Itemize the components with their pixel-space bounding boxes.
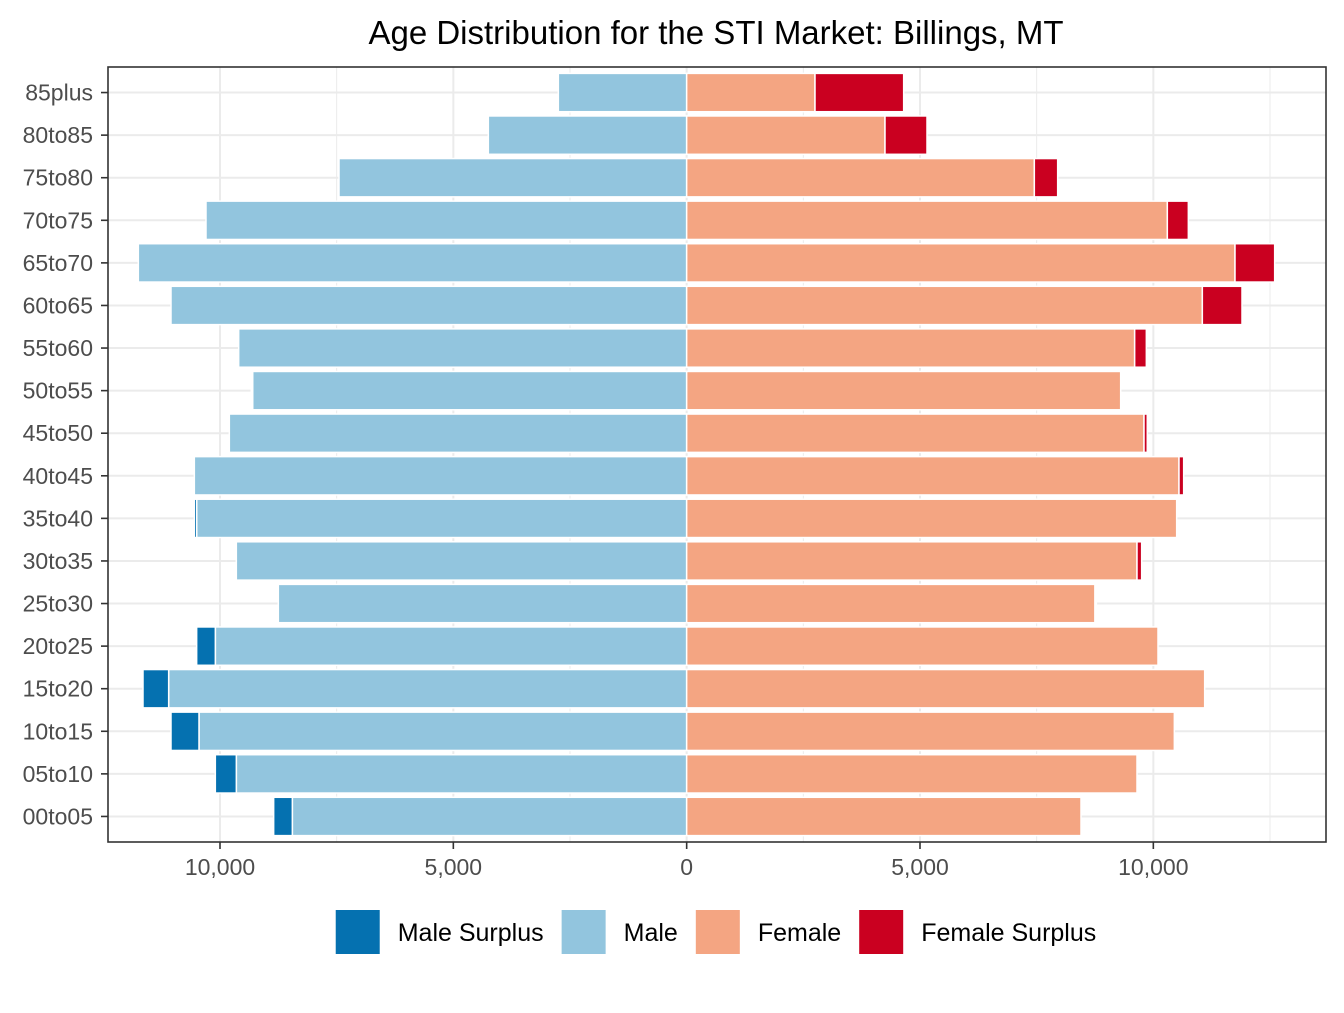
legend-label-female: Female xyxy=(758,919,841,947)
bar-male-surplus-15to20 xyxy=(142,668,170,709)
y-tick-label-40to45: 40to45 xyxy=(23,463,93,489)
bar-male-45to50 xyxy=(228,413,688,454)
bar-female-80to85 xyxy=(685,115,886,156)
bar-male-20to25 xyxy=(214,626,688,667)
bar-male-50to55 xyxy=(251,370,688,411)
x-tick-label-10-000-0: 10,000 xyxy=(185,854,255,880)
bar-female-surplus-85plus xyxy=(814,72,905,113)
bar-male-00to05 xyxy=(291,796,688,837)
bar-female-20to25 xyxy=(685,626,1159,667)
y-tick-label-30to35: 30to35 xyxy=(23,548,93,574)
y-tick-label-15to20: 15to20 xyxy=(23,676,93,702)
y-tick-label-20to25: 20to25 xyxy=(23,633,93,659)
x-tick-label-10-000-4: 10,000 xyxy=(1118,854,1188,880)
y-tick-label-50to55: 50to55 xyxy=(23,378,93,404)
bar-female-60to65 xyxy=(685,285,1204,326)
panel-border xyxy=(107,66,1327,843)
bar-male-30to35 xyxy=(235,541,688,581)
y-tick-label-70to75: 70to75 xyxy=(23,207,93,233)
bar-female-40to45 xyxy=(685,455,1180,496)
bar-female-surplus-25to30 xyxy=(1094,583,1098,624)
bar-female-75to80 xyxy=(685,157,1036,198)
bar-male-surplus-05to10 xyxy=(214,753,238,794)
bar-female-10to15 xyxy=(685,711,1176,752)
y-tick-label-80to85: 80to85 xyxy=(23,122,93,148)
y-tick-label-00to05: 00to05 xyxy=(23,803,93,829)
bar-female-00to05 xyxy=(685,796,1082,837)
x-tick-label-5-000-1: 5,000 xyxy=(425,854,483,880)
bar-female-50to55 xyxy=(685,370,1122,411)
bar-male-65to70 xyxy=(137,242,688,283)
bar-female-surplus-30to35 xyxy=(1136,541,1143,581)
y-tick-label-35to40: 35to40 xyxy=(23,505,93,531)
bar-male-surplus-10to15 xyxy=(170,711,200,752)
bar-female-surplus-80to85 xyxy=(884,115,928,156)
chart-title: Age Distribution for the STI Market: Bil… xyxy=(368,14,1063,51)
legend-swatch-male-surplus xyxy=(335,910,380,954)
y-tick-label-55to60: 55to60 xyxy=(23,335,93,361)
bar-male-surplus-00to05 xyxy=(272,796,294,837)
y-tick-label-10to15: 10to15 xyxy=(23,718,93,744)
bar-male-35to40 xyxy=(195,498,688,539)
bar-female-25to30 xyxy=(685,583,1096,624)
bar-male-surplus-20to25 xyxy=(195,626,217,667)
bar-male-80to85 xyxy=(487,115,688,156)
axis-layer: 00to05 05to10 10to15 15to20 20to25 25to30 30to… xyxy=(23,80,1189,880)
bar-female-30to35 xyxy=(685,541,1138,581)
bar-male-surplus-35to40 xyxy=(193,498,198,539)
y-tick-label-75to80: 75to80 xyxy=(23,165,93,191)
y-tick-label-85plus: 85plus xyxy=(25,80,93,106)
bar-female-35to40 xyxy=(685,498,1178,539)
bar-female-surplus-45to50 xyxy=(1143,413,1149,454)
legend-label-female-surplus: Female Surplus xyxy=(921,919,1096,947)
legend-label-male: Male xyxy=(624,919,678,947)
bar-female-70to75 xyxy=(685,200,1169,241)
x-tick-label-0-2: 0 xyxy=(680,854,693,880)
y-tick-label-60to65: 60to65 xyxy=(23,292,93,318)
bar-female-surplus-60to65 xyxy=(1201,285,1243,326)
y-tick-label-45to50: 45to50 xyxy=(23,420,93,446)
x-tick-label-5-000-3: 5,000 xyxy=(891,854,949,880)
bar-female-55to60 xyxy=(685,328,1136,368)
legend: Male Surplus Male Female Female Surplus xyxy=(335,910,1096,954)
bar-male-70to75 xyxy=(205,200,688,241)
legend-swatch-female xyxy=(695,910,740,954)
bar-female-surplus-70to75 xyxy=(1166,200,1190,241)
bar-male-surplus-50to55 xyxy=(250,370,254,411)
bar-male-10to15 xyxy=(198,711,688,752)
bar-female-85plus xyxy=(685,72,816,113)
bar-female-15to20 xyxy=(685,668,1206,709)
y-tick-label-05to10: 05to10 xyxy=(23,761,93,787)
bar-female-45to50 xyxy=(685,413,1145,454)
bar-female-05to10 xyxy=(685,753,1138,794)
bar-female-65to70 xyxy=(685,242,1236,283)
legend-swatch-male xyxy=(561,910,606,954)
bar-male-05to10 xyxy=(235,753,688,794)
bar-female-surplus-65to70 xyxy=(1234,242,1276,283)
legend-label-male-surplus: Male Surplus xyxy=(398,919,544,947)
bar-male-40to45 xyxy=(193,455,688,496)
bar-male-15to20 xyxy=(167,668,688,709)
bar-female-surplus-75to80 xyxy=(1033,157,1059,198)
bar-male-75to80 xyxy=(338,157,688,198)
bars-layer xyxy=(137,72,1276,837)
legend-swatch-female-surplus xyxy=(859,910,904,954)
bar-female-surplus-55to60 xyxy=(1133,328,1148,368)
bar-male-85plus xyxy=(557,72,688,113)
bar-male-25to30 xyxy=(277,583,688,624)
y-tick-label-25to30: 25to30 xyxy=(23,591,93,617)
bar-female-surplus-40to45 xyxy=(1178,455,1185,496)
bar-male-55to60 xyxy=(237,328,688,368)
y-tick-label-65to70: 65to70 xyxy=(23,250,93,276)
bar-male-60to65 xyxy=(170,285,688,326)
